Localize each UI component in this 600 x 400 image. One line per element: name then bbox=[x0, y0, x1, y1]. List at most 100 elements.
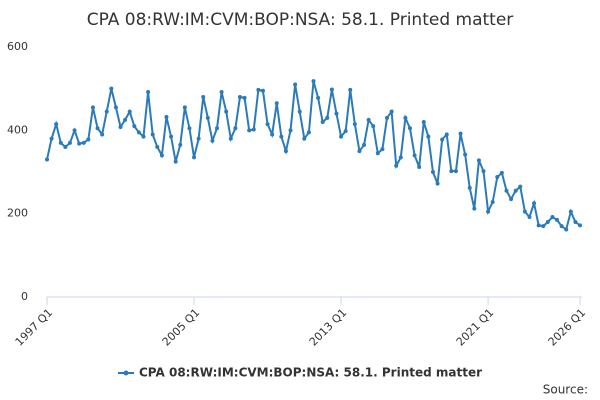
marker bbox=[187, 126, 192, 131]
marker bbox=[159, 153, 164, 158]
marker bbox=[421, 120, 426, 124]
marker bbox=[54, 122, 59, 127]
marker bbox=[256, 87, 261, 92]
marker bbox=[339, 134, 344, 139]
marker bbox=[417, 165, 422, 169]
marker bbox=[233, 126, 238, 131]
x-tick-label: 1997 Q1 bbox=[13, 306, 56, 349]
marker bbox=[568, 209, 573, 214]
marker bbox=[192, 155, 197, 160]
marker bbox=[522, 209, 527, 214]
marker bbox=[541, 224, 546, 229]
marker bbox=[196, 136, 201, 141]
marker bbox=[366, 117, 371, 122]
marker bbox=[325, 115, 330, 120]
marker bbox=[58, 140, 63, 145]
marker bbox=[63, 145, 68, 149]
marker bbox=[81, 140, 86, 145]
marker bbox=[104, 109, 109, 114]
marker bbox=[215, 126, 220, 131]
marker bbox=[146, 90, 151, 94]
marker bbox=[270, 132, 275, 137]
x-tick-label: 2021 Q1 bbox=[454, 306, 497, 349]
marker bbox=[178, 142, 183, 147]
marker bbox=[45, 157, 49, 162]
y-tick-label: 600 bbox=[7, 40, 28, 53]
marker bbox=[173, 159, 178, 164]
marker bbox=[371, 124, 376, 129]
marker bbox=[380, 147, 385, 152]
marker bbox=[169, 134, 174, 139]
marker bbox=[288, 128, 293, 133]
marker bbox=[449, 169, 454, 174]
marker bbox=[210, 138, 215, 143]
marker bbox=[357, 149, 362, 154]
marker bbox=[481, 169, 486, 174]
marker bbox=[260, 88, 265, 93]
y-tick-label: 200 bbox=[7, 207, 28, 220]
marker bbox=[136, 130, 141, 135]
marker bbox=[265, 122, 270, 127]
marker bbox=[440, 137, 445, 142]
marker bbox=[205, 115, 210, 120]
marker bbox=[407, 126, 412, 131]
marker bbox=[348, 87, 353, 92]
x-tick-label: 2005 Q1 bbox=[160, 306, 203, 349]
marker bbox=[430, 170, 435, 174]
marker bbox=[311, 79, 316, 84]
marker bbox=[495, 175, 500, 179]
chart-title: CPA 08:RW:IM:CVM:BOP:NSA: 58.1. Printed … bbox=[87, 10, 514, 30]
marker bbox=[302, 136, 307, 141]
marker bbox=[242, 95, 247, 100]
marker bbox=[559, 224, 564, 229]
marker bbox=[95, 126, 100, 131]
marker bbox=[72, 128, 77, 133]
marker bbox=[297, 109, 302, 114]
marker bbox=[394, 163, 399, 168]
marker bbox=[100, 132, 105, 137]
marker bbox=[398, 155, 403, 160]
line bbox=[46, 80, 581, 232]
legend-marker bbox=[123, 370, 129, 376]
marker bbox=[164, 115, 169, 119]
marker bbox=[545, 220, 550, 224]
marker bbox=[403, 115, 408, 120]
marker bbox=[467, 185, 472, 190]
source: Source: bbox=[543, 383, 588, 397]
marker bbox=[320, 120, 325, 124]
x-tick-label: 2026 Q1 bbox=[546, 306, 589, 349]
marker bbox=[578, 223, 582, 228]
marker bbox=[86, 137, 91, 142]
marker bbox=[375, 151, 380, 156]
marker bbox=[201, 95, 206, 99]
x-tick-label: 2013 Q1 bbox=[307, 306, 350, 349]
marker bbox=[472, 206, 477, 211]
marker bbox=[155, 145, 160, 149]
marker bbox=[532, 201, 537, 206]
marker bbox=[463, 152, 468, 157]
marker bbox=[293, 82, 298, 87]
marker bbox=[127, 109, 132, 114]
marker bbox=[67, 140, 72, 145]
marker bbox=[306, 130, 311, 135]
marker bbox=[118, 125, 123, 129]
marker bbox=[385, 115, 390, 120]
marker bbox=[316, 95, 321, 100]
marker bbox=[329, 87, 334, 92]
marker bbox=[247, 128, 252, 133]
marker bbox=[564, 227, 569, 232]
marker bbox=[509, 197, 514, 202]
marker bbox=[573, 220, 578, 224]
marker bbox=[90, 105, 95, 110]
marker bbox=[141, 134, 146, 139]
marker bbox=[182, 105, 187, 110]
marker bbox=[476, 158, 481, 163]
marker bbox=[334, 111, 339, 116]
marker bbox=[550, 215, 555, 219]
legend-label: CPA 08:RW:IM:CVM:BOP:NSA: 58.1. Printed … bbox=[139, 366, 482, 380]
marker bbox=[389, 109, 394, 114]
marker bbox=[490, 200, 495, 204]
marker bbox=[77, 141, 82, 146]
marker bbox=[458, 131, 463, 136]
